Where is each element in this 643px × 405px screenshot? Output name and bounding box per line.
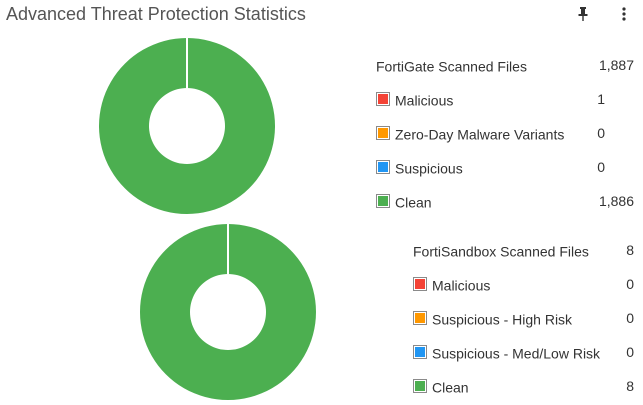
fortisandbox-header-label: FortiSandbox Scanned Files: [413, 243, 589, 260]
legend-item-label: Clean: [432, 379, 469, 396]
vertical-ellipsis-icon[interactable]: [616, 5, 632, 23]
legend-item-zero-day[interactable]: Zero-Day Malware Variants: [376, 123, 564, 143]
legend-item-label: Suspicious - Med/Low Risk: [432, 345, 601, 362]
legend-swatch: [376, 160, 390, 175]
legend-swatch: [413, 277, 427, 292]
fortisandbox-legend: FortiSandbox Scanned Files 8 Malicious 0…: [413, 240, 637, 400]
legend-item-count: 0: [597, 159, 605, 175]
legend-item-count: 1,886: [598, 193, 634, 209]
legend-item-label: Clean: [395, 194, 432, 211]
fortisandbox-header-count: 8: [626, 242, 634, 258]
fortigate-header-label: FortiGate Scanned Files: [376, 58, 527, 75]
legend-item-malicious[interactable]: Malicious: [413, 274, 490, 294]
pie-slice-clean[interactable]: [139, 224, 316, 400]
legend-item-label: Zero-Day Malware Variants: [395, 126, 565, 143]
legend-item-count: 8: [626, 378, 634, 394]
legend-swatch: [413, 379, 427, 394]
legend-item-label: Malicious: [432, 277, 491, 294]
legend-item-label: Malicious: [395, 92, 454, 109]
legend-item-malicious[interactable]: Malicious: [376, 89, 453, 109]
widget-title: Advanced Threat Protection Statistics: [6, 4, 306, 24]
pin-icon[interactable]: [575, 5, 591, 23]
legend-item-suspicious[interactable]: Suspicious: [376, 157, 463, 177]
legend-item-count: 0: [626, 310, 634, 326]
fortigate-header-count: 1,887: [598, 57, 634, 73]
legend-swatch: [413, 311, 427, 326]
legend-swatch: [376, 194, 390, 209]
fortigate-header: FortiGate Scanned Files: [376, 55, 527, 75]
pie-slice-clean[interactable]: [99, 38, 275, 215]
legend-item-suspicious-med-low-risk[interactable]: Suspicious - Med/Low Risk: [413, 342, 600, 362]
legend-swatch: [413, 345, 427, 360]
legend-item-label: Suspicious - High Risk: [432, 311, 573, 328]
legend-item-count: 0: [626, 276, 634, 292]
fortisandbox-donut-chart: [139, 224, 316, 400]
legend-item-suspicious-high-risk[interactable]: Suspicious - High Risk: [413, 308, 572, 328]
legend-item-count: 0: [626, 344, 634, 360]
legend-item-count: 0: [597, 125, 605, 141]
fortisandbox-header: FortiSandbox Scanned Files: [413, 240, 589, 260]
fortigate-donut-chart: [99, 38, 275, 215]
legend-item-count: 1: [597, 91, 605, 107]
legend-swatch: [376, 126, 390, 141]
legend-item-label: Suspicious: [395, 160, 463, 177]
legend-item-clean[interactable]: Clean: [376, 191, 432, 211]
legend-swatch: [376, 92, 390, 107]
fortigate-legend: FortiGate Scanned Files 1,887 Malicious …: [376, 55, 636, 215]
legend-item-clean[interactable]: Clean: [413, 376, 469, 396]
